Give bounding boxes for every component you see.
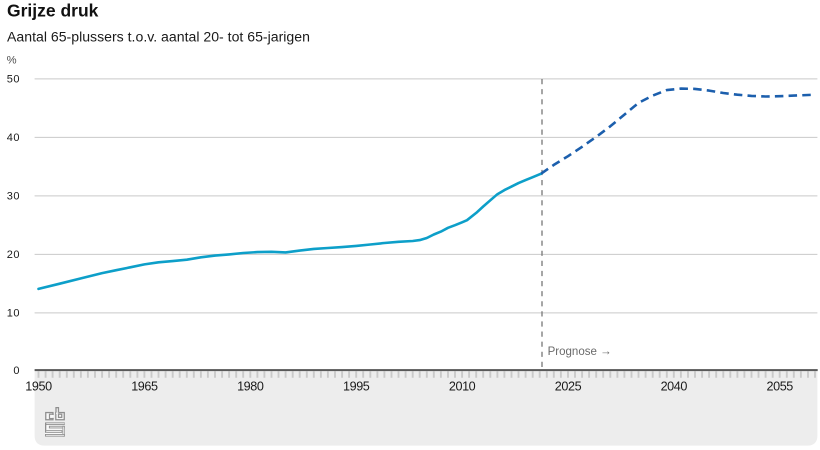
- svg-text:2040: 2040: [661, 380, 688, 394]
- svg-text:10: 10: [7, 308, 20, 320]
- svg-text:2025: 2025: [555, 380, 582, 394]
- svg-text:30: 30: [7, 191, 20, 203]
- svg-text:Grijze druk: Grijze druk: [7, 1, 99, 21]
- svg-text:2055: 2055: [766, 380, 793, 394]
- svg-text:Prognose →: Prognose →: [548, 344, 612, 358]
- svg-text:40: 40: [7, 132, 20, 144]
- svg-text:0: 0: [13, 365, 20, 377]
- svg-text:1995: 1995: [343, 380, 370, 394]
- svg-text:50: 50: [7, 74, 20, 86]
- svg-text:2010: 2010: [449, 380, 476, 394]
- svg-text:%: %: [7, 55, 17, 67]
- svg-text:Aantal 65-plussers t.o.v. aant: Aantal 65-plussers t.o.v. aantal 20- tot…: [7, 29, 310, 45]
- svg-text:20: 20: [7, 249, 20, 261]
- svg-text:1965: 1965: [131, 380, 158, 394]
- svg-text:1950: 1950: [25, 380, 52, 394]
- svg-text:1980: 1980: [237, 380, 264, 394]
